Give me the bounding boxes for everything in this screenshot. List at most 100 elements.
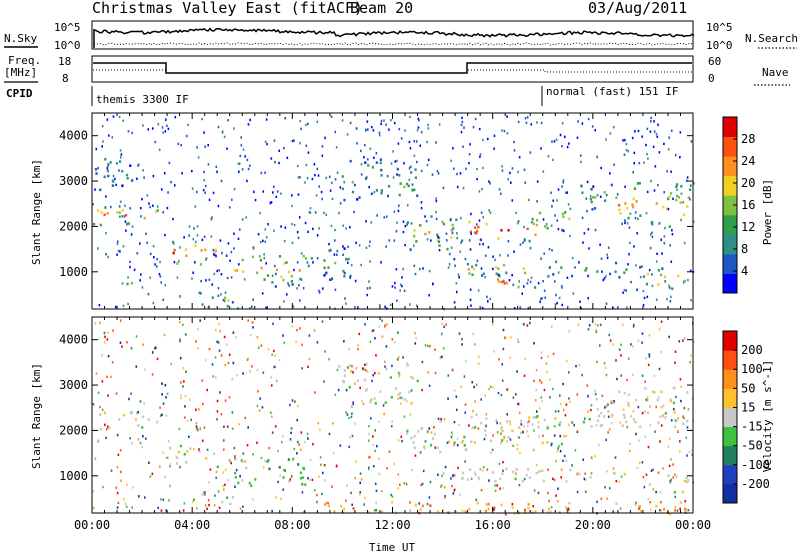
velocity-cell: [312, 442, 314, 446]
power-cell: [275, 268, 279, 272]
power-cell: [316, 257, 319, 260]
velocity-cell: [260, 456, 263, 460]
power-cell: [370, 192, 373, 196]
velocity-cell: [528, 420, 530, 423]
velocity-cell: [216, 465, 219, 469]
power-cell: [194, 244, 197, 247]
power-cell: [139, 242, 141, 245]
power-cell: [199, 263, 203, 266]
power-cell: [402, 220, 405, 223]
velocity-cell: [413, 434, 416, 438]
velocity-cell: [139, 400, 142, 403]
velocity-cell: [323, 479, 326, 482]
velocity-cell: [504, 336, 507, 339]
power-cell: [107, 164, 109, 168]
velocity-cell: [655, 490, 657, 494]
velocity-cell: [292, 457, 295, 461]
power-cell: [548, 247, 551, 251]
power-cell: [431, 173, 434, 176]
velocity-cell: [456, 437, 459, 441]
velocity-cell: [103, 341, 106, 344]
velocity-cell: [581, 373, 583, 377]
power-cell: [676, 194, 678, 198]
power-cell: [324, 136, 326, 140]
velocity-cell: [351, 365, 353, 368]
power-cell: [127, 222, 130, 225]
power-cell: [539, 300, 541, 303]
velocity-cell: [166, 456, 169, 459]
velocity-cell: [451, 433, 454, 436]
power-cell: [429, 239, 432, 242]
power-cell: [172, 251, 175, 255]
power-cell: [581, 122, 584, 125]
station-title: Christmas Valley East (fitACF): [92, 0, 363, 17]
power-cell: [501, 129, 503, 132]
power-cell: [642, 289, 645, 293]
power-cell: [406, 221, 409, 224]
velocity-cell: [610, 414, 613, 418]
velocity-cell: [598, 344, 601, 347]
velocity-cell: [405, 482, 408, 486]
velocity-cell: [393, 340, 396, 344]
power-cell: [154, 263, 156, 266]
power-cell: [524, 181, 527, 184]
colorbar-frame: [722, 330, 738, 504]
power-cell: [479, 155, 481, 158]
power-cell: [517, 170, 519, 174]
velocity-cell: [352, 371, 354, 374]
velocity-cell: [381, 319, 383, 322]
velocity-cell: [418, 502, 420, 505]
power-cell: [264, 171, 266, 174]
power-cell: [298, 299, 301, 302]
power-cell: [387, 194, 389, 198]
velocity-cell: [491, 323, 494, 326]
velocity-cell: [372, 443, 374, 446]
velocity-cell: [660, 320, 663, 323]
power-cell: [334, 130, 337, 134]
velocity-cell: [368, 432, 370, 436]
velocity-cell: [214, 494, 216, 497]
power-cell: [409, 147, 412, 150]
velocity-cell: [296, 452, 298, 455]
velocity-cell: [212, 452, 216, 456]
power-cell: [625, 142, 628, 146]
power-cell: [570, 274, 574, 278]
power-cell: [263, 253, 265, 256]
velocity-cell: [134, 418, 138, 421]
velocity-cell: [594, 322, 597, 326]
power-cell: [334, 178, 337, 181]
power-cell: [541, 297, 543, 300]
power-cell: [657, 183, 659, 187]
velocity-cell: [237, 481, 240, 485]
velocity-cell: [502, 328, 505, 332]
power-cell: [232, 301, 234, 304]
velocity-cell: [612, 510, 615, 513]
power-cell: [453, 167, 455, 170]
power-cell: [536, 180, 539, 183]
velocity-cell: [501, 363, 504, 366]
power-cell: [171, 240, 175, 244]
power-cell: [636, 288, 638, 291]
colorbar-segment: [723, 407, 737, 428]
xtick-label: 20:00: [575, 518, 611, 532]
velocity-cell: [686, 426, 689, 429]
ytick-label: 2000: [59, 423, 88, 437]
power-cell: [470, 232, 472, 235]
velocity-cell: [605, 438, 607, 442]
power-cell: [231, 198, 233, 201]
power-cell: [163, 172, 166, 175]
velocity-cell: [464, 460, 466, 463]
velocity-cell: [485, 424, 488, 427]
velocity-cell: [189, 398, 191, 401]
velocity-cell: [230, 461, 233, 465]
date-label: 03/Aug/2011: [588, 0, 687, 17]
velocity-cell: [609, 339, 612, 342]
power-cell: [94, 188, 96, 191]
velocity-cell: [219, 330, 221, 333]
power-cell: [336, 253, 338, 256]
velocity-cell: [557, 447, 559, 450]
power-cell: [646, 295, 649, 299]
power-cell: [471, 273, 474, 277]
power-cell: [167, 127, 170, 131]
velocity-cell: [271, 415, 273, 418]
